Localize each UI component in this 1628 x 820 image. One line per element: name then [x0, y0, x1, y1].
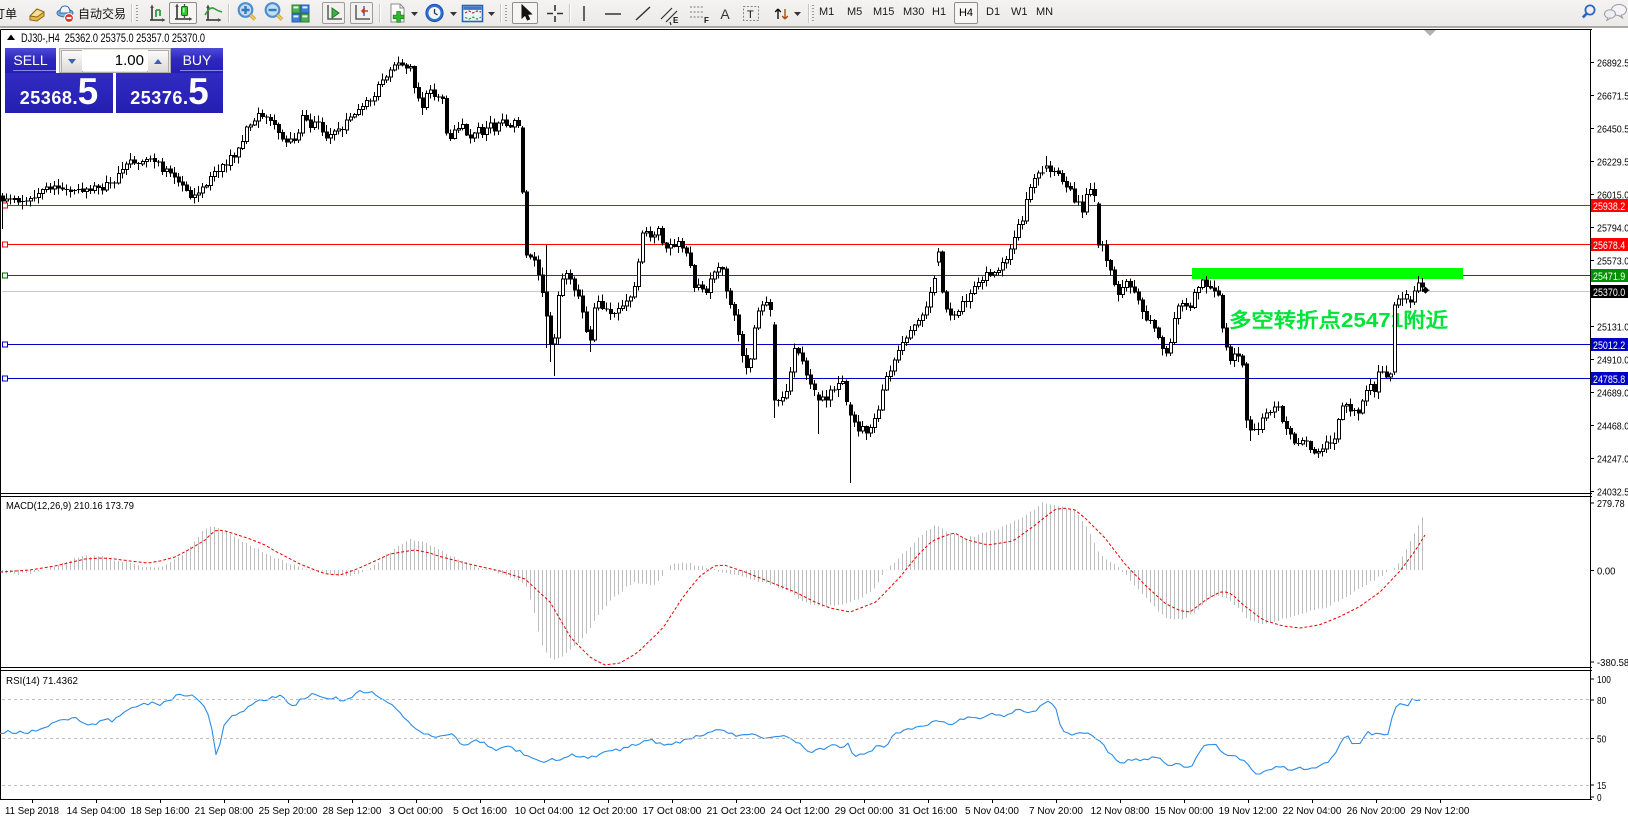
svg-text:25678.4: 25678.4: [1593, 240, 1625, 252]
svg-text:18 Sep 16:00: 18 Sep 16:00: [131, 805, 190, 817]
svg-text:15 Nov 00:00: 15 Nov 00:00: [1155, 805, 1214, 817]
svg-text:RSI(14) 71.4362: RSI(14) 71.4362: [6, 675, 78, 687]
svg-text:22 Nov 04:00: 22 Nov 04:00: [1283, 805, 1342, 817]
svg-text:24689.0: 24689.0: [1597, 388, 1628, 400]
svg-text:21 Sep 08:00: 21 Sep 08:00: [195, 805, 254, 817]
svg-text:15: 15: [1597, 780, 1606, 792]
svg-text:25370.0: 25370.0: [1593, 287, 1625, 299]
svg-text:26015.0: 26015.0: [1597, 190, 1628, 202]
svg-text:17 Oct 08:00: 17 Oct 08:00: [643, 805, 702, 817]
svg-text:25794.0: 25794.0: [1597, 223, 1628, 235]
svg-text:5 Oct 16:00: 5 Oct 16:00: [453, 805, 507, 817]
svg-text:24247.0: 24247.0: [1597, 454, 1628, 466]
svg-text:24910.0: 24910.0: [1597, 355, 1628, 367]
svg-text:0.00: 0.00: [1597, 566, 1616, 578]
svg-text:26450.5: 26450.5: [1597, 124, 1628, 136]
svg-text:31 Oct 16:00: 31 Oct 16:00: [899, 805, 958, 817]
svg-text:25573.0: 25573.0: [1597, 256, 1628, 268]
svg-text:29 Oct 00:00: 29 Oct 00:00: [835, 805, 894, 817]
svg-text:DJ30-,H4 25362.0 25375.0 2535: DJ30-,H4 25362.0 25375.0 25357.0 25370.0: [21, 33, 205, 45]
svg-text:28 Sep 12:00: 28 Sep 12:00: [323, 805, 382, 817]
svg-text:25012.2: 25012.2: [1593, 340, 1625, 352]
svg-text:26229.5: 26229.5: [1597, 157, 1628, 169]
svg-text:100: 100: [1597, 674, 1611, 686]
svg-text:21 Oct 23:00: 21 Oct 23:00: [707, 805, 766, 817]
svg-text:5 Nov 04:00: 5 Nov 04:00: [965, 805, 1019, 817]
svg-text:-380.58: -380.58: [1597, 657, 1628, 669]
svg-text:3 Oct 00:00: 3 Oct 00:00: [389, 805, 443, 817]
svg-text:279.78: 279.78: [1597, 498, 1625, 510]
svg-text:19 Nov 12:00: 19 Nov 12:00: [1219, 805, 1278, 817]
svg-text:80: 80: [1597, 695, 1606, 707]
svg-text:E: E: [673, 16, 679, 25]
svg-text:24468.0: 24468.0: [1597, 421, 1628, 433]
svg-text:10 Oct 04:00: 10 Oct 04:00: [515, 805, 574, 817]
svg-text:25 Sep 20:00: 25 Sep 20:00: [259, 805, 318, 817]
svg-text:24 Oct 12:00: 24 Oct 12:00: [771, 805, 830, 817]
svg-text:24785.8: 24785.8: [1593, 374, 1625, 386]
svg-text:T: T: [747, 9, 754, 21]
svg-text:26671.5: 26671.5: [1597, 91, 1628, 103]
svg-text:多空转折点25471附近: 多空转折点25471附近: [1229, 308, 1448, 332]
svg-text:0: 0: [1597, 792, 1602, 804]
svg-text:MACD(12,26,9) 210.16 173.79: MACD(12,26,9) 210.16 173.79: [6, 500, 134, 512]
svg-text:25131.0: 25131.0: [1597, 322, 1628, 334]
svg-text:F: F: [704, 16, 709, 25]
svg-text:26892.5: 26892.5: [1597, 58, 1628, 70]
svg-text:26 Nov 20:00: 26 Nov 20:00: [1347, 805, 1406, 817]
svg-text:14 Sep 04:00: 14 Sep 04:00: [67, 805, 126, 817]
svg-text:12 Oct 20:00: 12 Oct 20:00: [579, 805, 638, 817]
svg-text:25471.9: 25471.9: [1593, 271, 1625, 283]
svg-text:7 Nov 20:00: 7 Nov 20:00: [1029, 805, 1083, 817]
svg-text:11 Sep 2018: 11 Sep 2018: [5, 805, 59, 817]
svg-text:29 Nov 12:00: 29 Nov 12:00: [1411, 805, 1470, 817]
svg-text:12 Nov 08:00: 12 Nov 08:00: [1091, 805, 1150, 817]
svg-text:24032.5: 24032.5: [1597, 487, 1628, 499]
svg-text:25938.2: 25938.2: [1593, 201, 1625, 213]
svg-text:50: 50: [1597, 734, 1606, 746]
